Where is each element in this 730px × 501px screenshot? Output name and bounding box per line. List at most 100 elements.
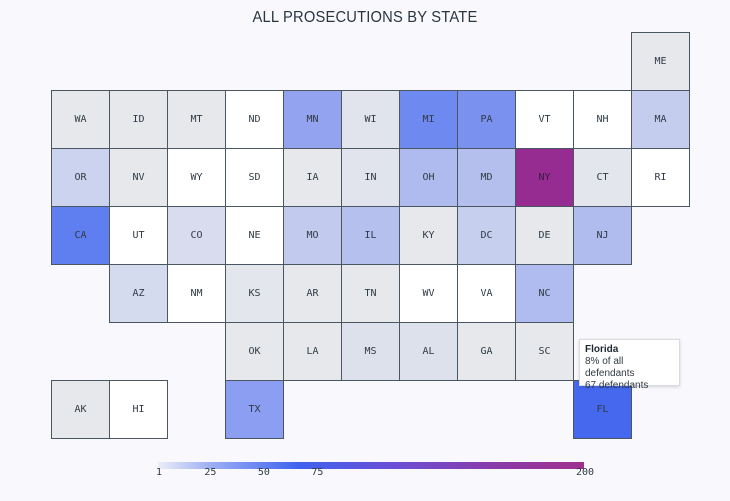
state-tile-va[interactable]: VA xyxy=(457,264,516,323)
state-label: UT xyxy=(132,230,145,241)
state-tile-az[interactable]: AZ xyxy=(109,264,168,323)
state-label: NM xyxy=(190,288,203,299)
state-label: LA xyxy=(306,346,319,357)
state-tile-or[interactable]: OR xyxy=(51,148,110,207)
state-label: WI xyxy=(364,114,377,125)
state-tile-nv[interactable]: NV xyxy=(109,148,168,207)
state-label: MT xyxy=(190,114,203,125)
tooltip: Florida 8% of all defendants 67 defendan… xyxy=(579,339,680,391)
state-label: CA xyxy=(74,230,87,241)
state-label: VT xyxy=(538,114,551,125)
state-label: GA xyxy=(480,346,493,357)
state-tile-al[interactable]: AL xyxy=(399,322,458,381)
state-tile-ny[interactable]: NY xyxy=(515,148,574,207)
state-label: SC xyxy=(538,346,551,357)
tooltip-state: Florida xyxy=(585,344,619,355)
state-label: AZ xyxy=(132,288,145,299)
state-tile-dc[interactable]: DC xyxy=(457,206,516,265)
state-tile-wv[interactable]: WV xyxy=(399,264,458,323)
state-label: MA xyxy=(654,114,667,125)
state-label: HI xyxy=(132,404,145,415)
state-tile-ga[interactable]: GA xyxy=(457,322,516,381)
state-tile-nd[interactable]: ND xyxy=(225,90,284,149)
state-tile-id[interactable]: ID xyxy=(109,90,168,149)
state-label: WV xyxy=(422,288,435,299)
state-tile-ut[interactable]: UT xyxy=(109,206,168,265)
state-tile-fl[interactable]: FL xyxy=(573,380,632,439)
state-label: DC xyxy=(480,230,493,241)
state-tile-ok[interactable]: OK xyxy=(225,322,284,381)
state-label: IA xyxy=(306,172,319,183)
state-label: ID xyxy=(132,114,145,125)
state-tile-sc[interactable]: SC xyxy=(515,322,574,381)
state-label: MD xyxy=(480,172,493,183)
state-tile-me[interactable]: ME xyxy=(631,32,690,91)
state-tile-ky[interactable]: KY xyxy=(399,206,458,265)
state-tile-nj[interactable]: NJ xyxy=(573,206,632,265)
legend-tick-label: 75 xyxy=(311,467,324,478)
state-label: PA xyxy=(480,114,493,125)
state-label: RI xyxy=(654,172,667,183)
state-tile-ma[interactable]: MA xyxy=(631,90,690,149)
state-tile-wa[interactable]: WA xyxy=(51,90,110,149)
state-tile-de[interactable]: DE xyxy=(515,206,574,265)
state-label: MS xyxy=(364,346,377,357)
state-tile-mn[interactable]: MN xyxy=(283,90,342,149)
state-tile-ks[interactable]: KS xyxy=(225,264,284,323)
state-tile-sd[interactable]: SD xyxy=(225,148,284,207)
tooltip-percent: 8% of all defendants xyxy=(585,356,635,379)
state-tile-vt[interactable]: VT xyxy=(515,90,574,149)
state-label: NV xyxy=(132,172,145,183)
legend-tick-label: 25 xyxy=(204,467,217,478)
state-label: MI xyxy=(422,114,435,125)
state-label: NC xyxy=(538,288,551,299)
legend-tick-label: 50 xyxy=(257,467,270,478)
state-tile-tn[interactable]: TN xyxy=(341,264,400,323)
state-tile-ms[interactable]: MS xyxy=(341,322,400,381)
state-label: NH xyxy=(596,114,609,125)
state-tile-wi[interactable]: WI xyxy=(341,90,400,149)
state-label: TN xyxy=(364,288,377,299)
state-label: WY xyxy=(190,172,203,183)
state-label: KY xyxy=(422,230,435,241)
state-tile-ak[interactable]: AK xyxy=(51,380,110,439)
state-tile-ia[interactable]: IA xyxy=(283,148,342,207)
state-tile-wy[interactable]: WY xyxy=(167,148,226,207)
state-tile-co[interactable]: CO xyxy=(167,206,226,265)
state-tile-nh[interactable]: NH xyxy=(573,90,632,149)
state-tile-il[interactable]: IL xyxy=(341,206,400,265)
state-tile-ne[interactable]: NE xyxy=(225,206,284,265)
state-label: IN xyxy=(364,172,377,183)
state-tile-oh[interactable]: OH xyxy=(399,148,458,207)
state-label: VA xyxy=(480,288,493,299)
state-tile-in[interactable]: IN xyxy=(341,148,400,207)
state-label: NJ xyxy=(596,230,609,241)
state-tile-ca[interactable]: CA xyxy=(51,206,110,265)
state-label: OK xyxy=(248,346,261,357)
state-label: CT xyxy=(596,172,609,183)
state-tile-md[interactable]: MD xyxy=(457,148,516,207)
state-tile-mi[interactable]: MI xyxy=(399,90,458,149)
state-label: DE xyxy=(538,230,551,241)
state-label: OR xyxy=(74,172,87,183)
state-tile-ct[interactable]: CT xyxy=(573,148,632,207)
state-tile-ri[interactable]: RI xyxy=(631,148,690,207)
state-label: NY xyxy=(538,172,551,183)
state-label: TX xyxy=(248,404,261,415)
chart-title: ALL PROSECUTIONS BY STATE xyxy=(252,9,478,26)
state-label: ND xyxy=(248,114,261,125)
state-label: OH xyxy=(422,172,435,183)
state-tile-nm[interactable]: NM xyxy=(167,264,226,323)
state-tile-ar[interactable]: AR xyxy=(283,264,342,323)
state-tile-mo[interactable]: MO xyxy=(283,206,342,265)
tooltip-count: 67 defendants xyxy=(585,380,649,391)
state-tile-pa[interactable]: PA xyxy=(457,90,516,149)
state-label: AR xyxy=(306,288,319,299)
state-label: AK xyxy=(74,404,87,415)
state-tile-hi[interactable]: HI xyxy=(109,380,168,439)
state-tile-nc[interactable]: NC xyxy=(515,264,574,323)
state-label: AL xyxy=(422,346,435,357)
state-tile-mt[interactable]: MT xyxy=(167,90,226,149)
state-tile-tx[interactable]: TX xyxy=(225,380,284,439)
state-tile-la[interactable]: LA xyxy=(283,322,342,381)
